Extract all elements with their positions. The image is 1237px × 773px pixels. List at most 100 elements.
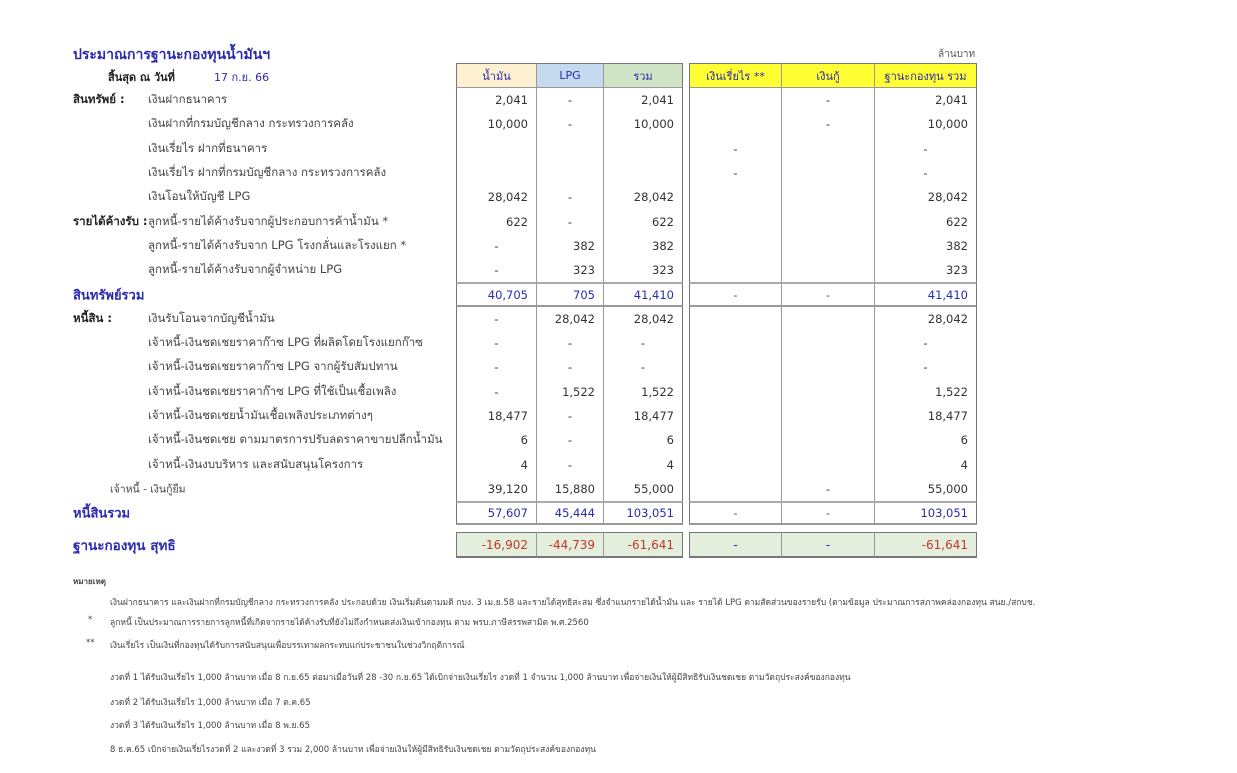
table-cell: - xyxy=(537,355,604,380)
table-cell: - xyxy=(537,330,604,356)
total-label: สินทรัพย์รวม xyxy=(73,288,145,304)
table-cell xyxy=(782,428,875,453)
table-cell: 28,042 xyxy=(604,185,683,210)
net-label: ฐานะกองทุน สุทธิ xyxy=(73,538,176,555)
column-header: ฐานะกองทุน รวม xyxy=(875,63,977,88)
table-row: เจ้าหนี้-เงินชดเชย ตามมาตรการปรับลดราคาข… xyxy=(68,428,977,453)
table-row: เงินเรี่ยไร ฝากที่ธนาคาร - - xyxy=(68,136,977,161)
table-cell xyxy=(537,136,604,161)
column-header: รวม xyxy=(604,63,683,88)
item-label: เจ้าหนี้-เงินชดเชยราคาก๊าซ LPG ที่ผลิตโด… xyxy=(148,335,423,350)
table-cell xyxy=(689,476,782,502)
table-cell: 382 xyxy=(537,233,604,259)
table-cell: 28,042 xyxy=(456,185,537,210)
note-marker: ** xyxy=(86,638,95,648)
table-cell: 4 xyxy=(875,452,977,477)
table-cell: 45,444 xyxy=(537,501,604,526)
item-label: เจ้าหนี้-เงินชดเชยน้ำมันเชื้อเพลิงประเภท… xyxy=(148,408,373,422)
table-cell xyxy=(689,209,782,234)
table-cell: - xyxy=(782,112,875,137)
table-cell: 55,000 xyxy=(875,476,977,502)
row-label: เงินเรี่ยไร ฝากที่กรมบัญชีกลาง กระทรวงกา… xyxy=(68,161,456,185)
table-cell: 1,522 xyxy=(537,379,604,404)
table-cell: 323 xyxy=(537,258,604,283)
table-cell: -16,902 xyxy=(456,532,537,559)
table-cell xyxy=(782,209,875,234)
column-header: LPG xyxy=(537,63,604,88)
note-text: ลูกหนี้ เป็นประมาณการรายการลูกหนี้ที่เกิ… xyxy=(110,618,589,628)
net-position-row: ฐานะกองทุน สุทธิ -16,902 -44,739 -61,641- - -… xyxy=(68,532,977,559)
item-label: เจ้าหนี้-เงินงบบริหาร และสนับสนุนโครงการ xyxy=(148,456,364,471)
total-row: สินทรัพย์รวม 40,705 705 41,410- -41,410 xyxy=(68,282,977,307)
table-cell: 40,705 xyxy=(456,282,537,307)
table-cell: 2,041 xyxy=(456,88,537,113)
table-cell xyxy=(782,379,875,404)
table-cell: 1,522 xyxy=(604,379,683,404)
table-cell: 622 xyxy=(456,209,537,234)
item-label: เงินรับโอนจากบัญชีน้ำมัน xyxy=(148,310,275,325)
table-cell xyxy=(782,160,875,186)
table-cell: - xyxy=(875,355,977,380)
table-cell: - xyxy=(537,185,604,210)
row-label: เจ้าหนี้-เงินชดเชย ตามมาตรการปรับลดราคาข… xyxy=(68,428,456,452)
table-row: เงินฝากที่กรมบัญชีกลาง กระทรวงการคลัง 10,… xyxy=(68,112,977,137)
row-label: เจ้าหนี้-เงินชดเชยราคาก๊าซ LPG ที่ใช้เป็… xyxy=(68,380,456,404)
table-cell: 6 xyxy=(875,428,977,453)
table-cell xyxy=(689,306,782,331)
table-cell xyxy=(456,136,537,161)
table-cell xyxy=(604,160,683,186)
table-cell: 2,041 xyxy=(604,88,683,113)
row-label: สินทรัพย์ : เงินฝากธนาคาร xyxy=(68,88,456,112)
table-cell: 39,120 xyxy=(456,476,537,502)
item-label: ลูกหนี้-รายได้ค้างรับจาก LPG โรงกลั่นและ… xyxy=(148,237,407,252)
item-label: เงินฝากที่กรมบัญชีกลาง กระทรวงการคลัง xyxy=(148,116,354,131)
row-label: เจ้าหนี้-เงินชดเชยน้ำมันเชื้อเพลิงประเภท… xyxy=(68,404,456,428)
table-cell: - xyxy=(782,501,875,526)
table-cell: -61,641 xyxy=(875,532,977,559)
item-label: เจ้าหนี้-เงินชดเชยราคาก๊าซ LPG จากผู้รับ… xyxy=(148,359,398,374)
table-cell: - xyxy=(875,136,977,161)
table-cell: - xyxy=(456,330,537,356)
note-text: เงินเรี่ยไร เป็นเงินที่กองทุนได้รับการสน… xyxy=(110,641,465,651)
table-cell: 15,880 xyxy=(537,476,604,502)
table-cell xyxy=(689,403,782,429)
row-label: รายได้ค้างรับ : ลูกหนี้-รายได้ค้างรับจากผ… xyxy=(68,209,456,233)
note-text: งวดที่ 2 ได้รับเงินเรี่ยไร 1,000 ล้านบาท… xyxy=(110,698,311,708)
table-cell: - xyxy=(782,476,875,502)
table-cell: 323 xyxy=(875,258,977,283)
table-cell: 1,522 xyxy=(875,379,977,404)
unit-label: ล้านบาท xyxy=(938,49,976,60)
table-cell: 103,051 xyxy=(604,501,683,526)
table-cell: - xyxy=(604,330,683,356)
label-spacer xyxy=(68,63,456,88)
table-cell: 10,000 xyxy=(604,112,683,137)
table-cell xyxy=(689,88,782,113)
row-label: เจ้าหนี้ - เงินกู้ยืม xyxy=(68,477,456,501)
table-cell: 28,042 xyxy=(537,306,604,331)
table-cell: - xyxy=(689,160,782,186)
row-label: เงินเรี่ยไร ฝากที่ธนาคาร xyxy=(68,137,456,161)
table-cell: - xyxy=(537,452,604,477)
table-cell: - xyxy=(782,282,875,307)
item-label: เงินเรี่ยไร ฝากที่กรมบัญชีกลาง กระทรวงกา… xyxy=(148,165,387,180)
table-cell: - xyxy=(456,306,537,331)
table-cell: - xyxy=(689,532,782,559)
table-cell: -61,641 xyxy=(604,532,683,559)
table-cell: 705 xyxy=(537,282,604,307)
row-label: เงินฝากที่กรมบัญชีกลาง กระทรวงการคลัง xyxy=(68,112,456,136)
table-cell: - xyxy=(875,330,977,356)
table-cell xyxy=(782,330,875,356)
row-label: ลูกหนี้-รายได้ค้างรับจากผู้จำหน่าย LPG xyxy=(68,258,456,282)
note-text: งวดที่ 1 ได้รับเงินเรี่ยไร 1,000 ล้านบาท… xyxy=(110,673,851,683)
section-label: รายได้ค้างรับ : xyxy=(73,213,148,228)
table-cell xyxy=(782,185,875,210)
table-row: เจ้าหนี้-เงินชดเชยราคาก๊าซ LPG ที่ผลิตโด… xyxy=(68,330,977,356)
table-cell: 41,410 xyxy=(604,282,683,307)
table-cell: 622 xyxy=(604,209,683,234)
table-cell: - xyxy=(604,355,683,380)
as-of-label: สิ้นสุด ณ วันที่ xyxy=(108,71,175,84)
item-label: เจ้าหนี้-เงินชดเชย ตามมาตรการปรับลดราคาข… xyxy=(148,432,443,447)
table-cell: - xyxy=(782,88,875,113)
item-label: เจ้าหนี้-เงินชดเชยราคาก๊าซ LPG ที่ใช้เป็… xyxy=(148,383,397,398)
table-cell: - xyxy=(537,88,604,113)
